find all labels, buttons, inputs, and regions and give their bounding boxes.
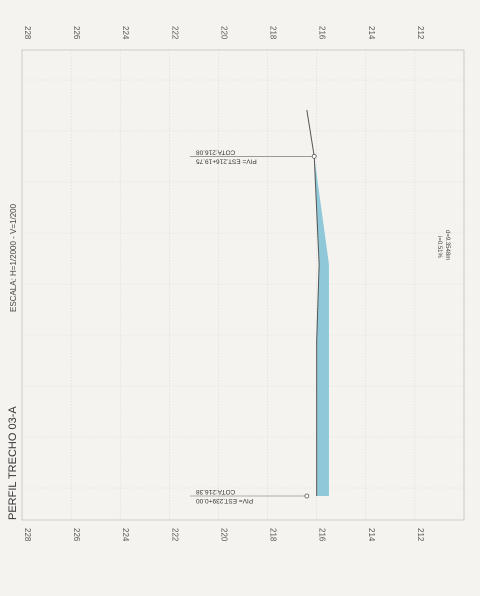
- y-tick-label-bottom: 212: [416, 528, 425, 542]
- y-tick-label-top: 224: [121, 26, 130, 40]
- grade-label: i=0.51%: [436, 236, 442, 259]
- annotation-elevation: COTA:216.08: [196, 148, 236, 155]
- y-tick-label-bottom: 220: [219, 528, 228, 542]
- y-tick-label-bottom: 216: [318, 528, 327, 542]
- profile-line: [306, 109, 320, 496]
- y-tick-label-top: 228: [23, 26, 32, 40]
- y-tick-label-top: 226: [72, 26, 81, 40]
- y-tick-label-bottom: 228: [23, 528, 32, 542]
- chart-grid: [21, 50, 465, 520]
- grade-length-label: d=9.3548m: [444, 230, 450, 260]
- annotation-point: [311, 153, 317, 159]
- profile-series: [306, 109, 329, 496]
- y-tick-label-top: 222: [170, 26, 179, 40]
- y-tick-label-bottom: 222: [170, 528, 179, 542]
- y-tick-label-top: 214: [367, 26, 376, 40]
- annotation-point: [304, 493, 310, 499]
- chart-title: PERFIL TRECHO 03-A: [7, 406, 19, 520]
- y-tick-label-top: 212: [416, 26, 425, 40]
- y-tick-label-top: 216: [318, 26, 327, 40]
- annotation-label: PIV= EST.239+0.00: [196, 497, 253, 504]
- y-tick-label-bottom: 226: [72, 528, 81, 542]
- annotation-elevation: COTA:216.38: [196, 488, 236, 495]
- annotation-label: PIV= EST.216+19.75: [196, 157, 257, 164]
- y-tick-label-top: 218: [269, 26, 278, 40]
- y-ticks-top: 228 226 224 222 220 218 216 214 212: [23, 26, 425, 40]
- y-tick-label-top: 220: [219, 26, 228, 40]
- y-tick-label-bottom: 224: [121, 528, 130, 542]
- y-ticks-bottom: 228 226 224 222 220 218 216 214 212: [23, 528, 425, 542]
- plot-border: [21, 49, 465, 521]
- annotations: PIV= EST.216+19.75 COTA:216.08 PIV= EST.23…: [190, 148, 317, 504]
- y-tick-label-bottom: 218: [269, 528, 278, 542]
- scale-label: ESCALA: H=1/2000 - V=1/200: [9, 203, 18, 312]
- y-tick-label-bottom: 214: [367, 528, 376, 542]
- chart-frame: [21, 49, 465, 521]
